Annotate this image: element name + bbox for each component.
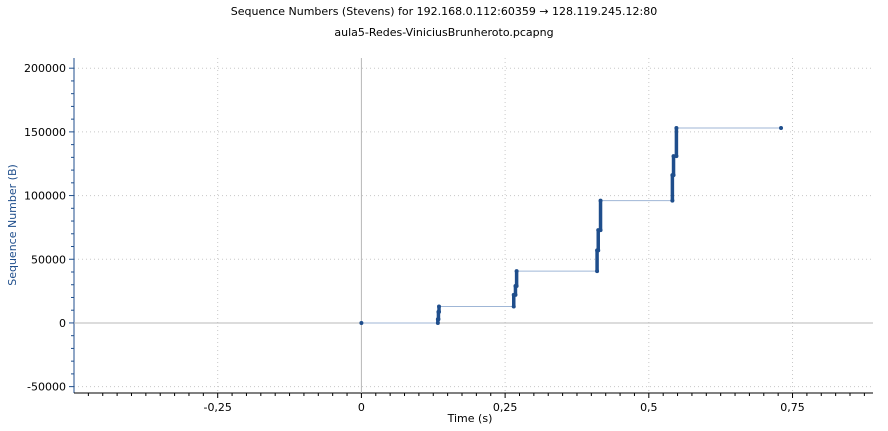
x-tick-label: 0,75 xyxy=(780,401,805,414)
y-axis-title: Sequence Number (B) xyxy=(6,164,19,286)
y-tick-label: 0 xyxy=(59,317,66,330)
x-tick-label: 0,5 xyxy=(640,401,658,414)
data-point xyxy=(513,292,518,297)
data-point xyxy=(671,154,676,159)
y-tick-label: 50000 xyxy=(31,253,66,266)
data-point xyxy=(511,304,516,309)
y-tick-label: -50000 xyxy=(27,381,66,394)
data-point xyxy=(674,154,679,159)
axes xyxy=(69,58,873,398)
data-point xyxy=(437,304,442,309)
x-tick-label: 0,25 xyxy=(493,401,518,414)
data-point xyxy=(598,228,603,233)
data-point xyxy=(435,320,440,325)
data-point xyxy=(670,198,675,203)
data-point xyxy=(359,320,364,325)
data-point xyxy=(671,173,676,178)
x-axis-title: Time (s) xyxy=(447,412,493,425)
chart-subtitle: aula5-Redes-ViniciusBrunheroto.pcapng xyxy=(334,26,553,39)
data-point xyxy=(514,284,519,289)
x-tick-label: -0,25 xyxy=(203,401,231,414)
chart-title: Sequence Numbers (Stevens) for 192.168.0… xyxy=(231,5,657,18)
data-point xyxy=(514,269,519,274)
data-point xyxy=(779,126,784,131)
y-tick-label: 150000 xyxy=(24,126,66,139)
x-tick-label: 0 xyxy=(358,401,365,414)
tick-labels: -0,25 0 0,25 0,5 0,75 -50000 0 50000 100000 15000… xyxy=(24,62,805,414)
data-point xyxy=(437,309,442,314)
zero-lines xyxy=(74,58,873,393)
y-tick-label: 100000 xyxy=(24,190,66,203)
data-point xyxy=(598,198,603,203)
data-point xyxy=(595,269,600,274)
y-tick-label: 200000 xyxy=(24,62,66,75)
data-point xyxy=(436,317,441,322)
data-point xyxy=(596,248,601,253)
data-series xyxy=(359,126,784,325)
data-point xyxy=(674,126,679,131)
